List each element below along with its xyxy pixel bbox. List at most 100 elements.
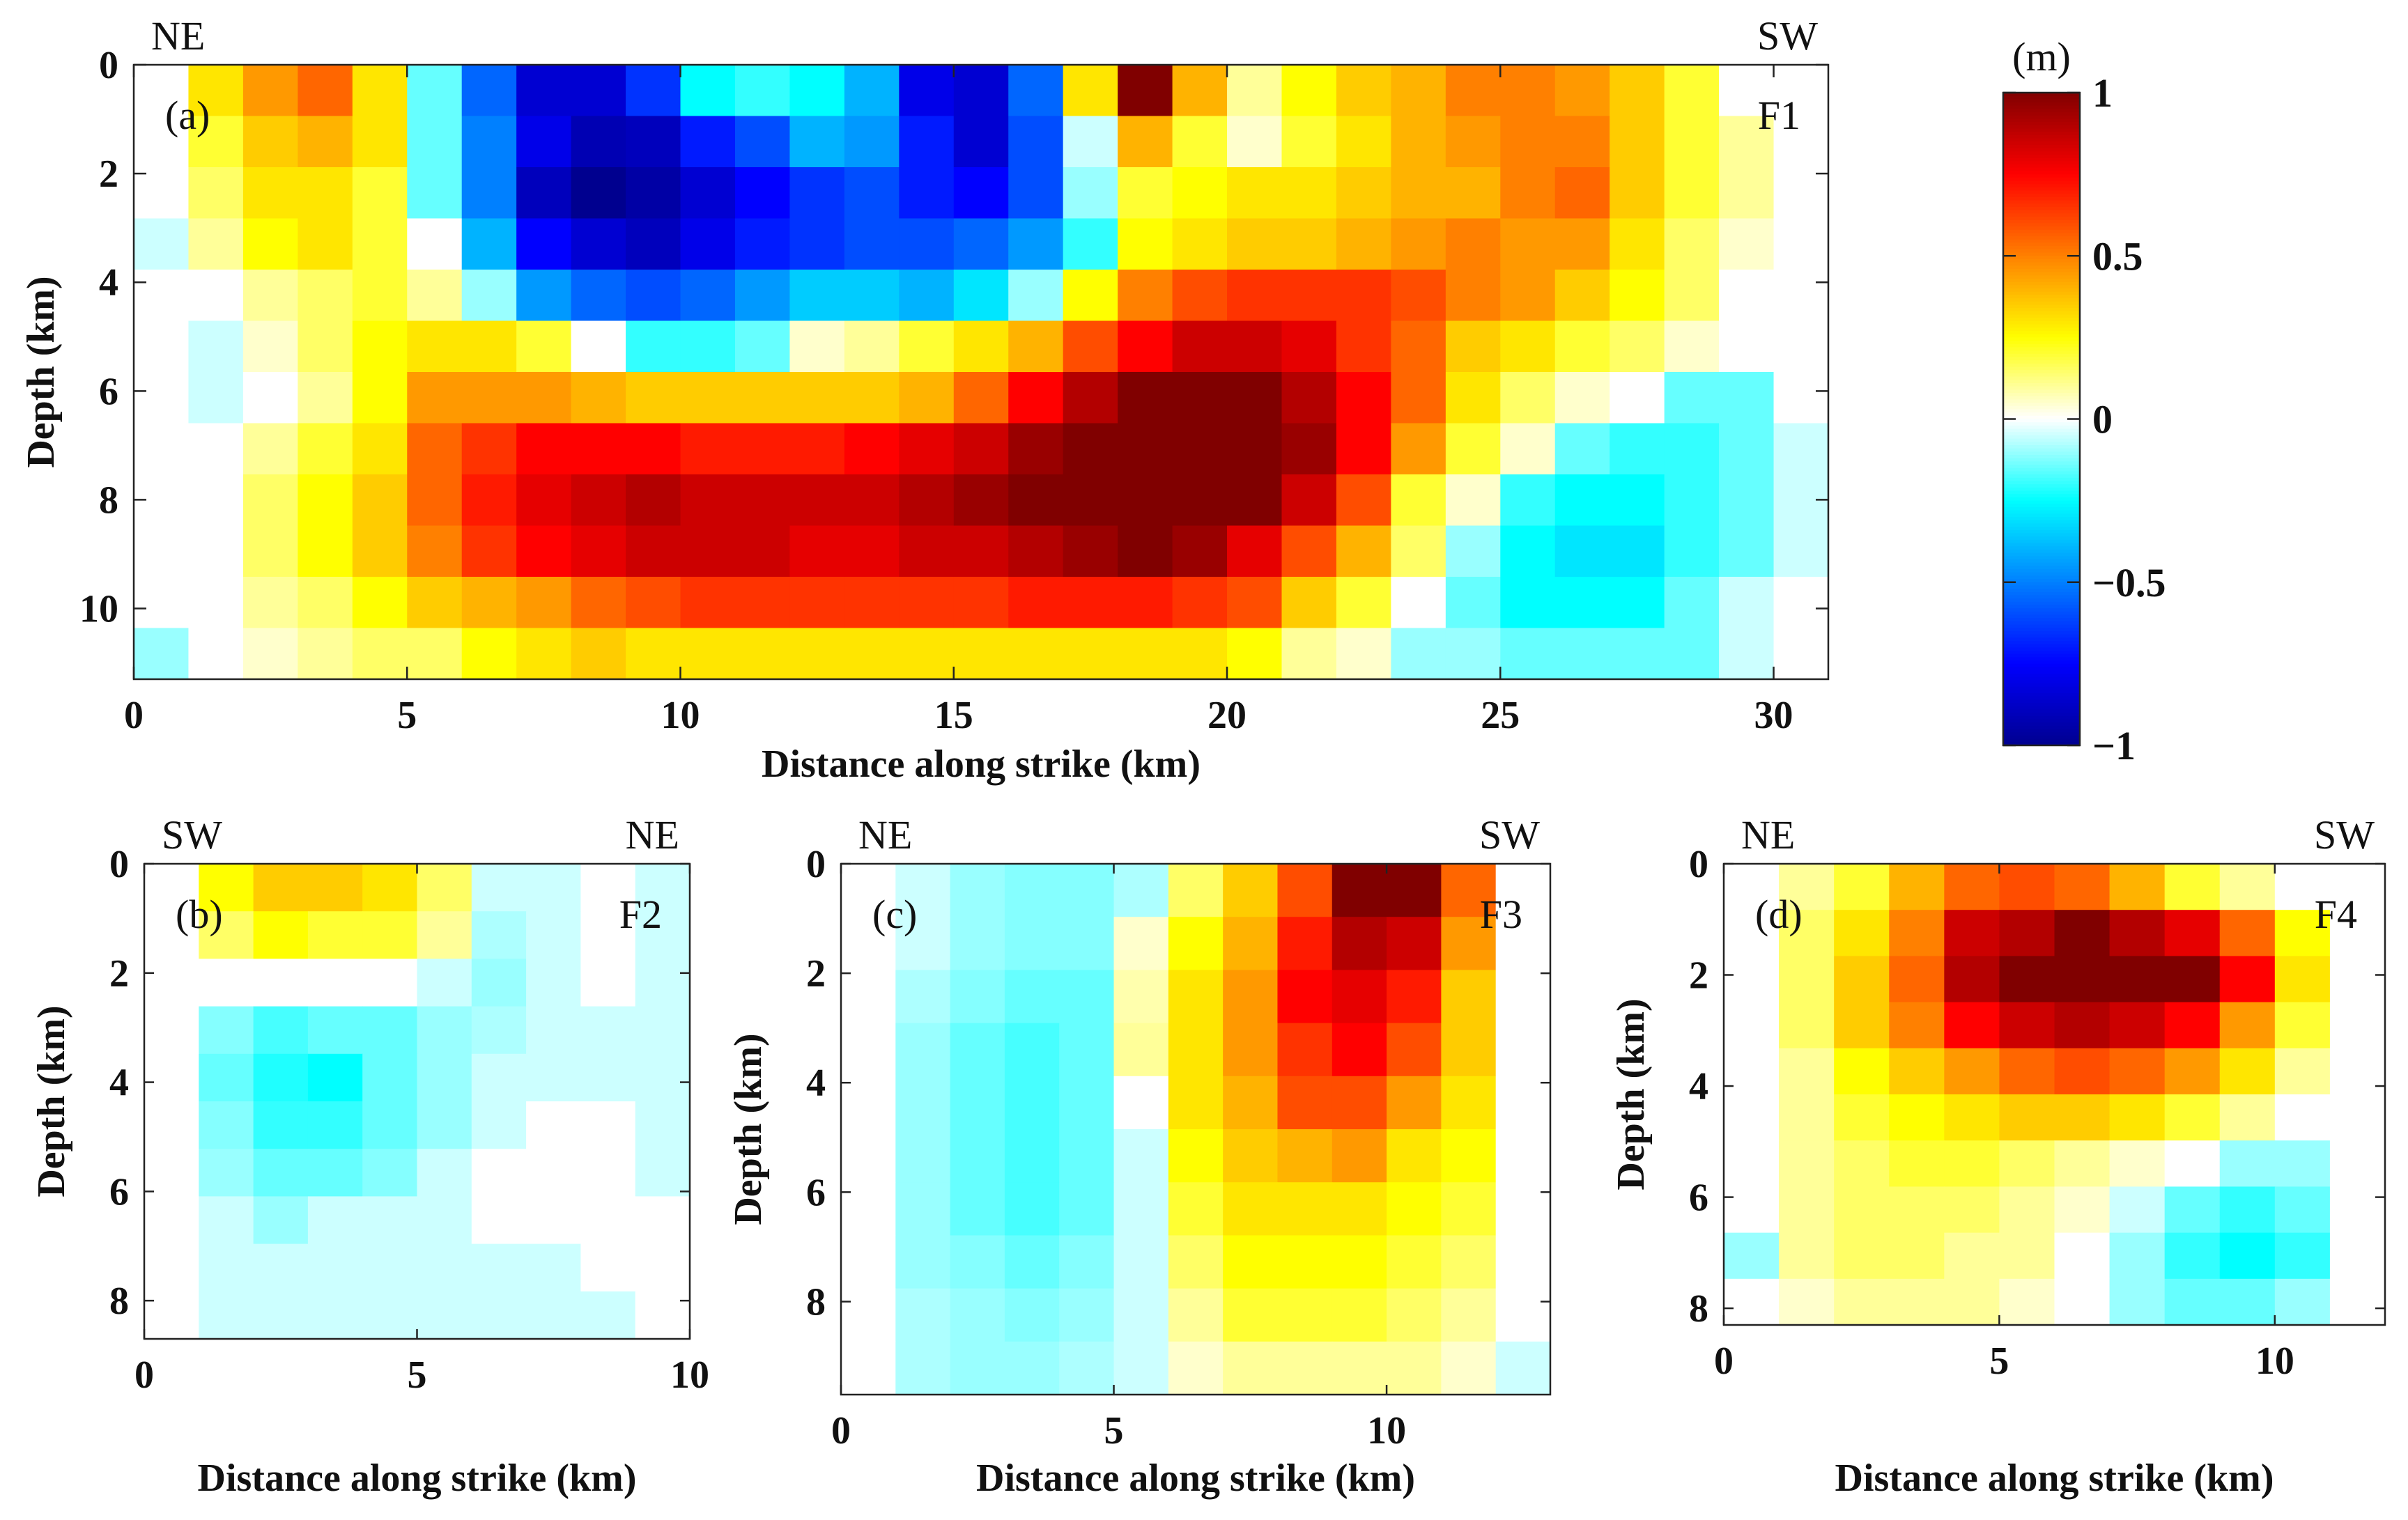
colorbar-segment [2003,151,2080,155]
colorbar-segment [2003,497,2080,502]
heatmap-cell [2054,1094,2110,1141]
heatmap-cell [144,1053,199,1102]
colorbar-segment [2003,265,2080,270]
heatmap-cell [1610,270,1665,322]
heatmap-cell [1004,1288,1060,1342]
heatmap-cell [2054,1186,2110,1234]
colorbar-segment [2003,735,2080,740]
heatmap-cell [253,1196,309,1245]
colorbar-segment [2003,467,2080,472]
x-tick-label: 10 [1367,1409,1406,1452]
colorbar-segment [2003,676,2080,681]
colorbar-segment [2003,341,2080,345]
heatmap-cell [895,1235,951,1289]
colorbar-segment [2003,128,2080,132]
colorbar-segment [2003,386,2080,391]
heatmap-cell [1495,1288,1551,1342]
heatmap-cell [1172,474,1228,527]
heatmap-cell [199,1149,254,1197]
colorbar-segment [2003,399,2080,403]
heatmap-cell [1277,1023,1333,1077]
heatmap-cell [1277,1076,1333,1130]
fault-label: F1 [1758,93,1800,138]
heatmap-cell [417,1101,472,1149]
heatmap-cell [1554,577,1610,629]
colorbar-segment [2003,713,2080,717]
heatmap-cell [1387,1288,1442,1342]
heatmap-cell [307,1291,363,1340]
heatmap-cell [1773,577,1829,629]
colorbar-segment [2003,161,2080,165]
colorbar-segment [2003,471,2080,475]
heatmap-cell [471,1006,527,1055]
heatmap-cell [188,218,244,270]
heatmap-cell [298,320,353,373]
heatmap-cell [253,959,309,1007]
heatmap-cell [1773,628,1829,680]
heatmap-cell [950,970,1005,1024]
heatmap-cell [1113,1341,1169,1395]
colorbar-segment [2003,520,2080,525]
heatmap-cell [352,525,408,577]
colorbar-segment [2003,533,2080,537]
heatmap-cell [362,1006,418,1055]
heatmap-cell [899,218,955,270]
direction-label-left: NE [1741,812,1795,858]
heatmap-cell [253,1006,309,1055]
x-axis-label: Distance along strike (km) [1835,1457,2274,1500]
heatmap-cell [526,1243,581,1292]
heatmap-cell [307,1196,363,1245]
heatmap-cell [362,1149,418,1197]
heatmap-cell [1445,474,1501,527]
heatmap-cell [1227,270,1283,322]
colorbar-segment [2003,334,2080,339]
heatmap-cell [1719,270,1775,322]
heatmap-cell [1500,474,1556,527]
heatmap-cell [2219,1278,2276,1326]
heatmap-cell [1059,1129,1115,1183]
heatmap-cell [253,864,309,912]
heatmap-cell [571,116,626,168]
heatmap-cell [2274,1002,2331,1049]
heatmap-cell [2274,910,2331,956]
heatmap-cell [1495,1235,1551,1289]
heatmap-cell [1063,525,1118,577]
x-tick-label: 0 [134,1354,154,1397]
x-tick-label: 10 [2255,1340,2294,1383]
heatmap-cell [2054,1002,2110,1049]
heatmap-cell [734,525,791,577]
heatmap-cell [1500,577,1556,629]
colorbar-segment [2003,393,2080,397]
heatmap-cell [1495,1076,1551,1130]
heatmap-cell [298,423,353,475]
y-tick-label: 2 [1689,954,1708,998]
heatmap-cell [516,116,572,168]
heatmap-cell [1724,910,1780,956]
heatmap-cell [1944,1048,2000,1095]
heatmap-cell [1441,917,1497,970]
heatmap-cell [1889,1186,1945,1234]
heatmap-cell [1336,525,1391,577]
colorbar-segment [2003,651,2080,655]
heatmap-cell [1834,1186,1890,1234]
heatmap-cell [950,1341,1005,1395]
heatmap-cell [1227,372,1283,424]
heatmap-cell [1391,525,1446,577]
x-axis-label: Distance along strike (km) [762,743,1201,786]
colorbar-segment [2003,190,2080,194]
heatmap-cell [253,1291,309,1340]
heatmap-cell [899,577,955,629]
heatmap-cell [407,525,463,577]
heatmap-cell [2329,1278,2386,1326]
heatmap-cell [1227,628,1283,680]
colorbar-segment [2003,487,2080,492]
heatmap-cell [242,65,298,117]
heatmap-cell [253,1149,309,1197]
heatmap-cell [1387,864,1442,917]
heatmap-cell [1277,1182,1333,1236]
heatmap-cell [1172,270,1228,322]
colorbar-segment [2003,706,2080,711]
heatmap-cell [1554,372,1610,424]
heatmap-cell [2329,956,2386,1003]
